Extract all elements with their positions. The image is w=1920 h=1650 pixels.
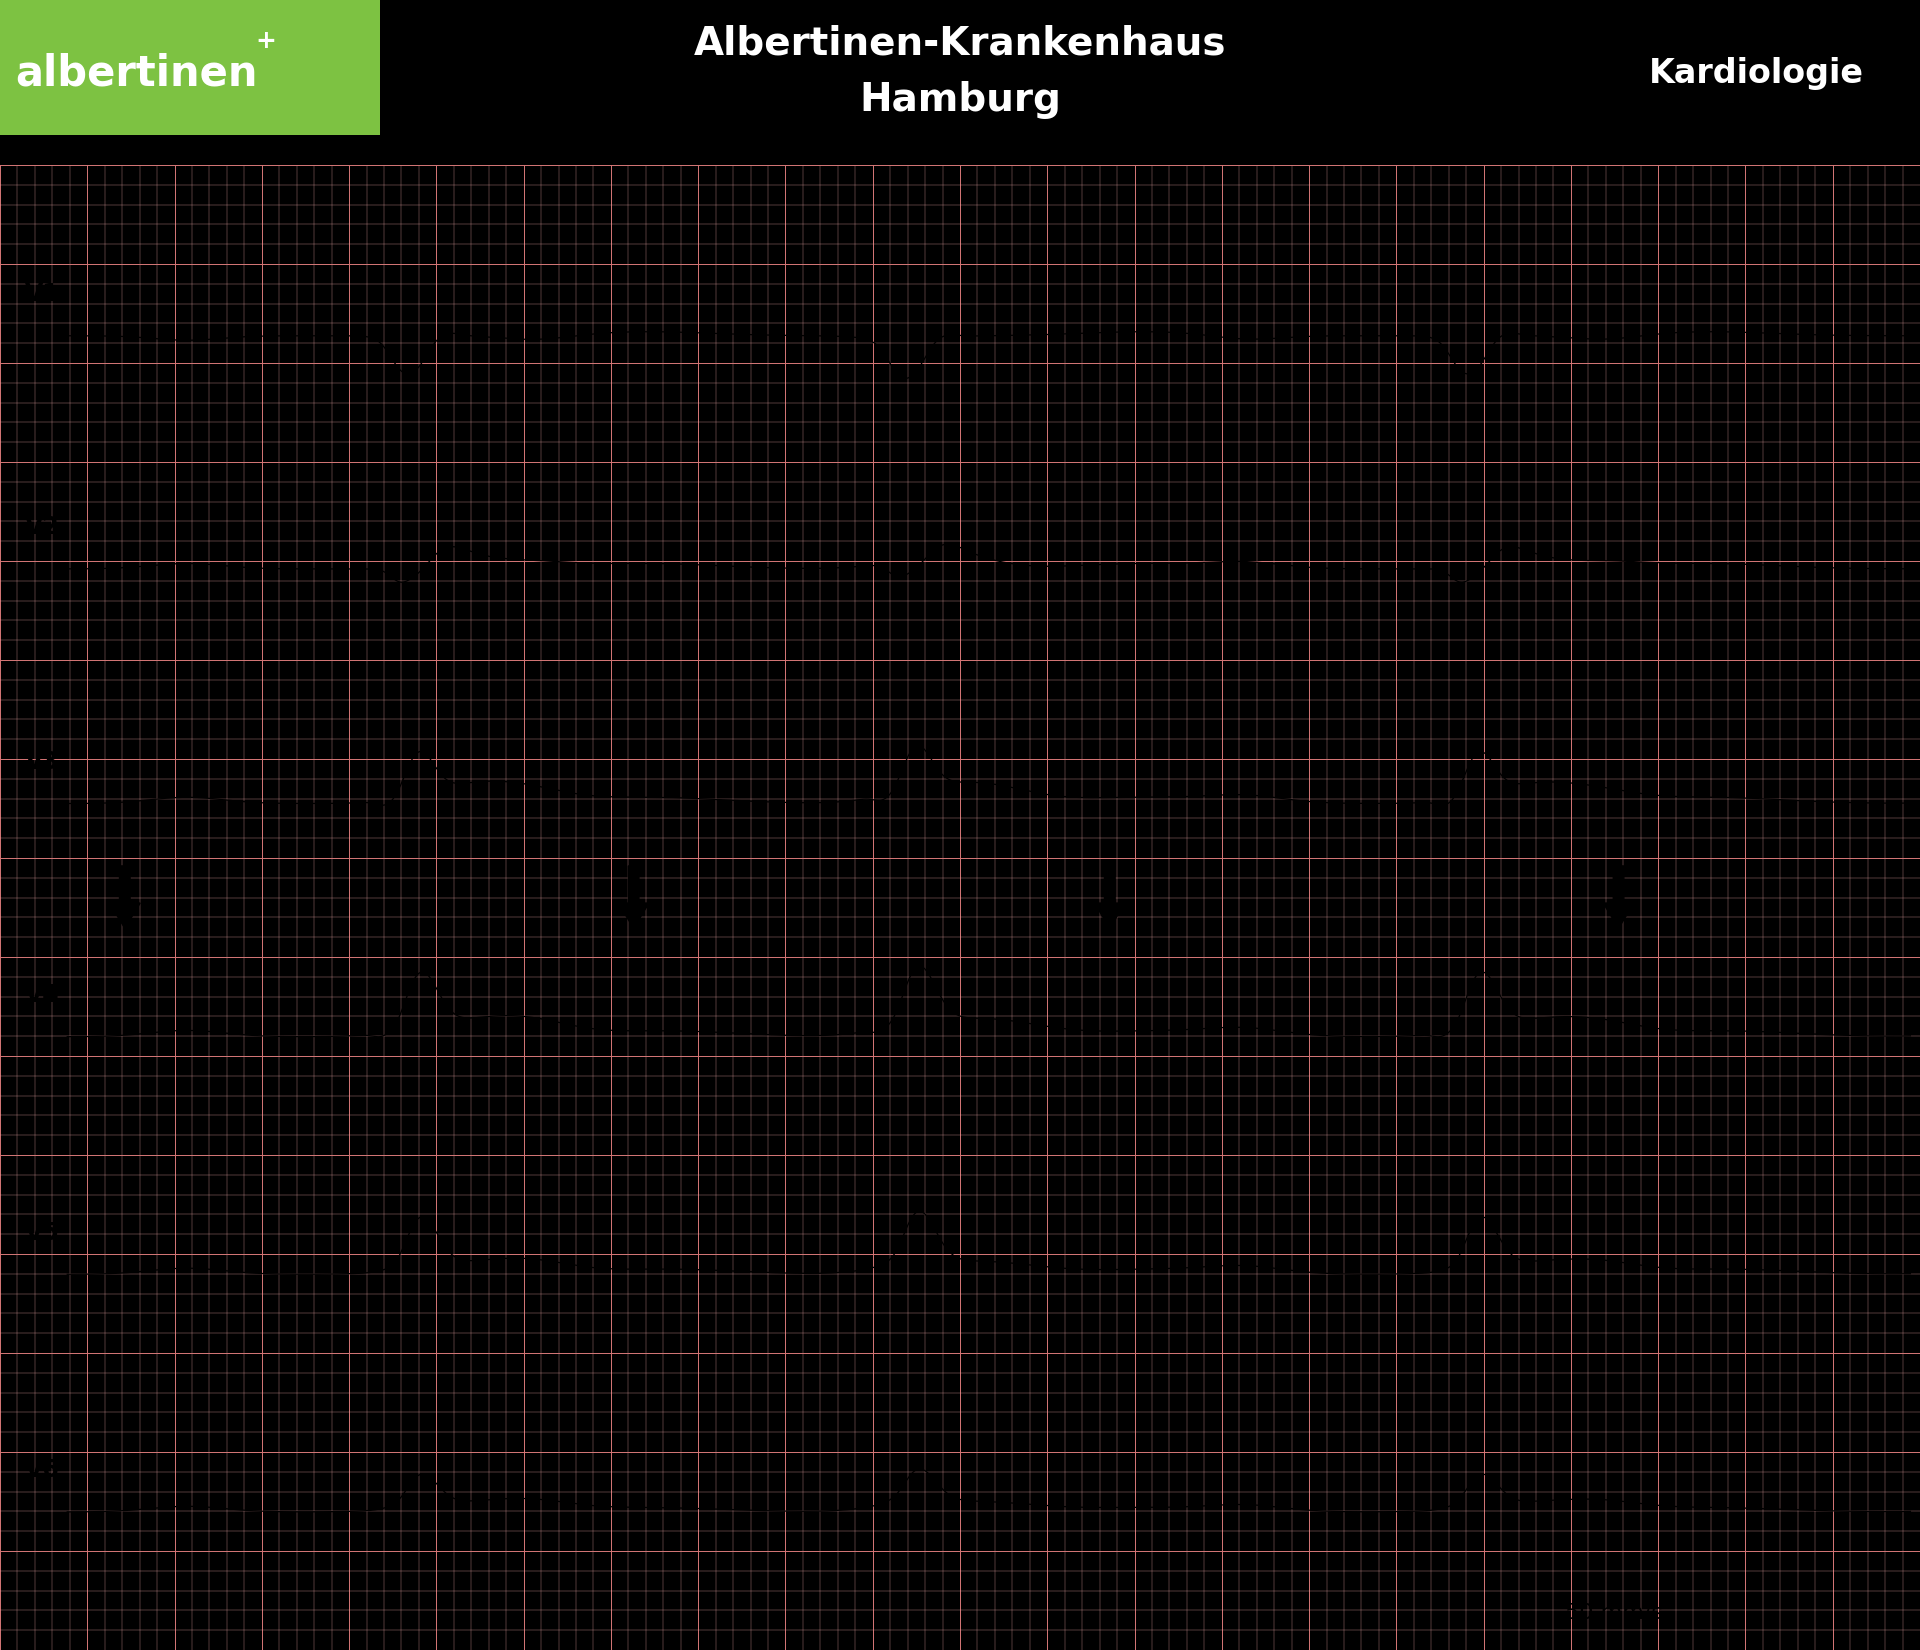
- Text: albertinen: albertinen: [15, 53, 257, 94]
- Text: V5: V5: [25, 1221, 60, 1244]
- Text: V4: V4: [25, 983, 60, 1006]
- FancyArrow shape: [1094, 866, 1125, 929]
- FancyArrow shape: [109, 866, 140, 929]
- Text: 50 mm/s: 50 mm/s: [1565, 1602, 1663, 1624]
- FancyArrow shape: [1603, 866, 1634, 929]
- FancyArrow shape: [618, 866, 649, 929]
- Text: V3: V3: [25, 751, 60, 774]
- Text: V6: V6: [25, 1459, 60, 1482]
- Text: +: +: [255, 28, 276, 53]
- Text: V2: V2: [25, 515, 60, 540]
- Text: Kardiologie: Kardiologie: [1649, 56, 1864, 89]
- Bar: [0, 0, 380, 135]
- Text: V1: V1: [25, 282, 60, 307]
- Text: Albertinen-Krankenhaus: Albertinen-Krankenhaus: [693, 25, 1227, 63]
- Text: Hamburg: Hamburg: [858, 81, 1062, 119]
